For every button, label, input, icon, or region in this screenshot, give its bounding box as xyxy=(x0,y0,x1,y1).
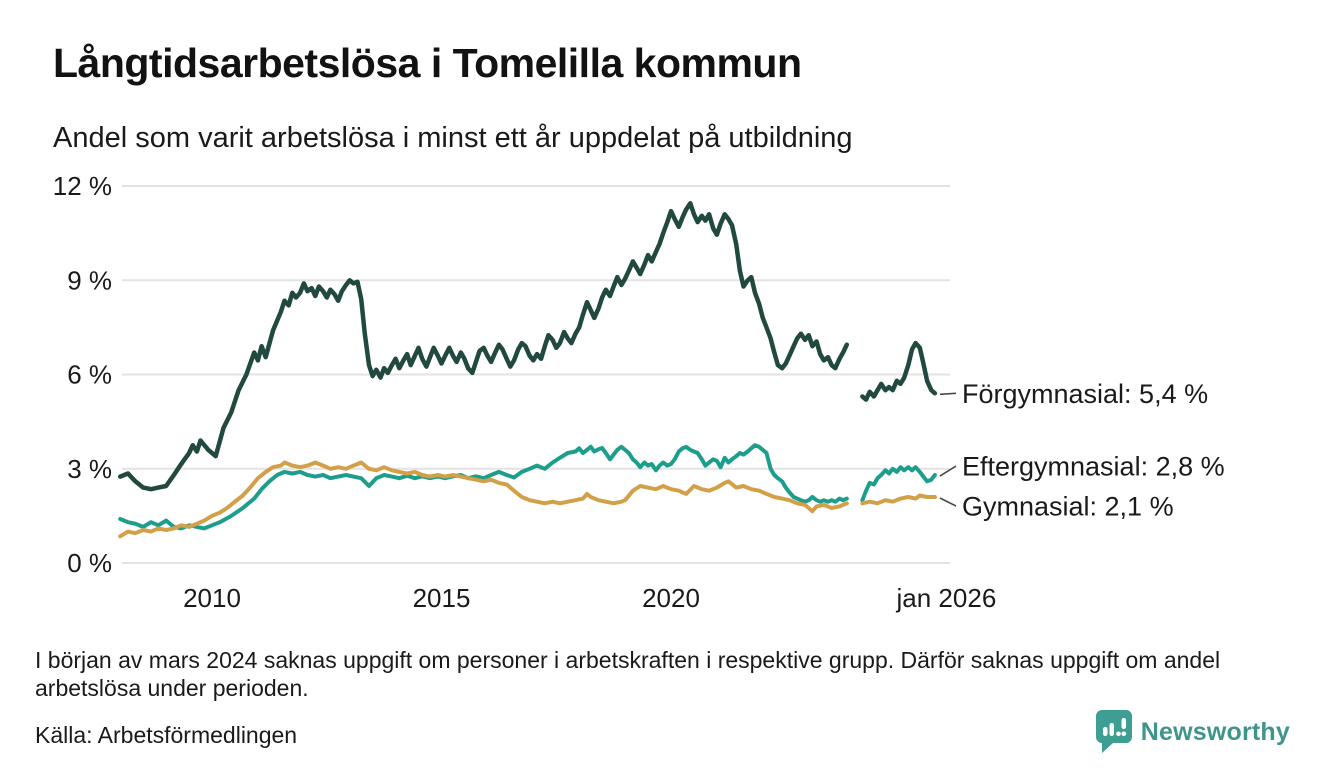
series-end-label-gymnasial: Gymnasial: 2,1 % xyxy=(962,492,1174,522)
label-connector xyxy=(939,497,957,507)
series-end-label-förgymnasial: Förgymnasial: 5,4 % xyxy=(962,379,1208,409)
x-axis-tick-label: 2015 xyxy=(413,583,471,613)
series-line-förgymnasial xyxy=(117,201,850,492)
series-line-förgymnasial xyxy=(860,340,938,402)
source-note: Källa: Arbetsförmedlingen xyxy=(35,722,298,748)
y-axis-tick-label: 6 % xyxy=(67,360,112,390)
page-title: Långtidsarbetslösa i Tomelilla kommun xyxy=(53,40,802,86)
line-chart: 0 % 3 % 6 % 9 % 12 % 2010 2015 2020 jan 2026 Förg… xyxy=(53,171,1225,613)
series-line-eftergymnasial xyxy=(118,443,849,531)
series-line-gymnasial xyxy=(860,493,937,506)
chart-footnote: I början av mars 2024 saknas uppgift om … xyxy=(35,647,1221,701)
y-axis-tick-label: 12 % xyxy=(53,171,112,201)
newsworthy-wordmark: Newsworthy xyxy=(1140,717,1290,746)
x-axis-tick-label: 2010 xyxy=(183,583,241,613)
x-axis-tick-label: jan 2026 xyxy=(896,583,997,613)
newsworthy-logo[interactable]: Newsworthy xyxy=(1095,710,1290,754)
y-axis-tick-label: 3 % xyxy=(67,454,112,484)
y-axis-tick-label: 0 % xyxy=(67,548,112,578)
chart-subtitle: Andel som varit arbetslösa i minst ett å… xyxy=(53,122,853,154)
series-line-eftergymnasial xyxy=(860,465,937,503)
label-connector xyxy=(939,392,957,396)
newsworthy-speech-bubble-bar-chart-icon xyxy=(1095,710,1132,754)
y-axis-tick-label: 9 % xyxy=(67,265,112,295)
label-connector xyxy=(939,465,957,477)
x-axis-tick-label: 2020 xyxy=(642,583,700,613)
series-line-gymnasial xyxy=(118,460,849,539)
series-end-label-eftergymnasial: Eftergymnasial: 2,8 % xyxy=(962,452,1225,482)
